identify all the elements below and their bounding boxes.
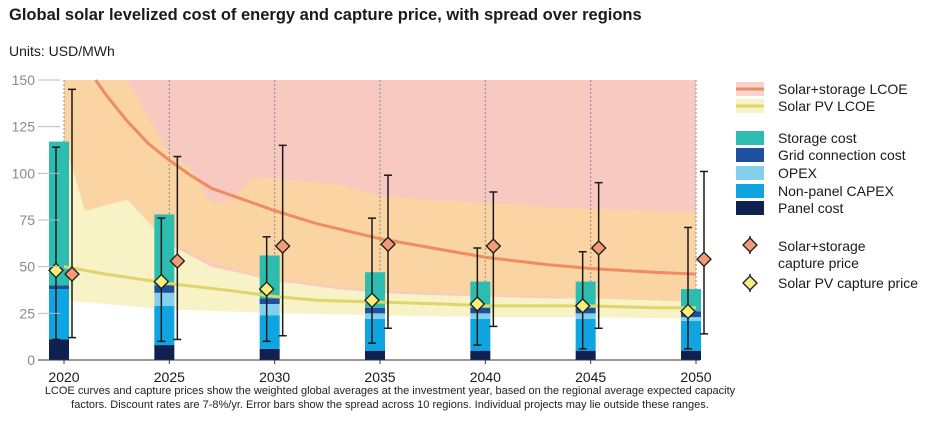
storage-capture-point-2020 xyxy=(64,266,80,283)
x-tick-label-2040: 2040 xyxy=(470,369,501,385)
pv-capture-error-bar-2020 xyxy=(52,146,60,341)
bar-opex-2025 xyxy=(154,292,175,306)
storage-capture-point-2035 xyxy=(380,236,396,253)
bar-opex-2040 xyxy=(470,313,491,319)
storage-capture-error-bar-2025 xyxy=(173,155,182,341)
legend-label-storage-capture-line1: Solar+storage xyxy=(778,238,866,254)
pv-capture-error-bar-2050 xyxy=(684,226,692,350)
bar-opex-2050 xyxy=(681,317,701,321)
bar-non-panel-capex-2050 xyxy=(681,320,701,351)
bar-opex-2035 xyxy=(365,313,385,319)
storage-capture-point-2030 xyxy=(274,238,291,255)
storage-capture-point-2045 xyxy=(590,240,607,256)
pv-capture-point-2050 xyxy=(680,303,696,320)
legend-swatch-non-panel-capex xyxy=(736,184,764,198)
bar-grid-connection-cost-2040 xyxy=(470,307,491,314)
pv-lcoe-line xyxy=(63,265,696,310)
legend-swatch-panel-cost xyxy=(736,201,764,215)
pv-capture-point-2045 xyxy=(574,297,591,314)
legend-label-grid-connection-cost: Grid connection cost xyxy=(778,147,906,163)
pv-capture-error-bar-2035 xyxy=(368,217,376,344)
stacked-bars xyxy=(49,141,701,360)
legend-label-storage-cost: Storage cost xyxy=(778,130,857,146)
bar-panel-cost-2035 xyxy=(365,350,385,360)
y-tick-label-75: 75 xyxy=(19,212,35,228)
bar-non-panel-capex-2040 xyxy=(470,318,491,351)
x-tick-label-2050: 2050 xyxy=(680,369,711,385)
pv-capture-point-2040 xyxy=(469,296,486,312)
legend-label-non-panel-capex: Non-panel CAPEX xyxy=(778,183,895,199)
bar-non-panel-capex-2045 xyxy=(575,318,596,351)
storage-capture-point-2040 xyxy=(485,238,502,255)
lcoe-lines xyxy=(63,79,697,310)
bar-non-panel-capex-2030 xyxy=(259,315,280,349)
bar-panel-cost-2045 xyxy=(575,350,596,360)
x-tick-label-2025: 2025 xyxy=(154,369,185,385)
axes: 0 25 50 75 100 125 150 2020 2025 2030 2035 2040 2045… xyxy=(12,72,712,385)
storage-lcoe-line xyxy=(94,79,697,276)
capture-price-markers xyxy=(48,236,712,320)
legend-swatch-opex xyxy=(736,166,764,180)
x-tick-label-2020: 2020 xyxy=(48,369,79,385)
y-tick-label-125: 125 xyxy=(12,119,36,135)
lcoe-spread-bands xyxy=(64,80,696,319)
units-label: Units: USD/MWh xyxy=(9,43,115,59)
storage-lcoe-inner-band xyxy=(64,80,696,303)
legend-label-storage-capture: Solar+storage capture price xyxy=(778,238,866,271)
legend-label-pv-capture: Solar PV capture price xyxy=(778,275,918,291)
legend-label-opex: OPEX xyxy=(778,165,818,181)
storage-capture-point-2025 xyxy=(169,253,186,269)
bar-non-panel-capex-2025 xyxy=(154,305,175,346)
legend-pv-capture-diamond-icon xyxy=(742,275,758,291)
x-tick-label-2045: 2045 xyxy=(575,369,606,385)
legend-storage-capture-diamond-icon xyxy=(742,237,758,253)
y-tick-label-50: 50 xyxy=(19,259,35,275)
bar-panel-cost-2020 xyxy=(49,339,69,360)
storage-capture-point-2050 xyxy=(696,251,712,268)
y-tick-label-0: 0 xyxy=(27,352,35,368)
bar-grid-connection-cost-2030 xyxy=(259,298,280,304)
legend-swatch-grid-connection-cost xyxy=(736,148,764,162)
x-tick-label-2030: 2030 xyxy=(259,369,290,385)
legend-label-storage-lcoe: Solar+storage LCOE xyxy=(778,81,908,97)
pv-capture-point-2025 xyxy=(153,273,170,290)
bar-panel-cost-2025 xyxy=(154,345,175,360)
legend-label-pv-lcoe: Solar PV LCOE xyxy=(778,98,875,114)
legend-label-storage-capture-line2: capture price xyxy=(778,255,859,271)
y-tick-label-25: 25 xyxy=(19,305,35,321)
legend-label-panel-cost: Panel cost xyxy=(778,200,843,216)
bar-grid-connection-cost-2020 xyxy=(49,285,69,290)
bar-panel-cost-2040 xyxy=(470,350,491,360)
bar-panel-cost-2050 xyxy=(681,350,701,360)
legend-swatch-storage-cost xyxy=(736,131,764,145)
storage-capture-error-bar-2020 xyxy=(68,88,76,339)
bar-grid-connection-cost-2035 xyxy=(365,307,385,314)
bar-grid-connection-cost-2025 xyxy=(154,285,175,293)
bar-opex-2030 xyxy=(259,304,280,316)
bar-panel-cost-2030 xyxy=(259,348,280,360)
pv-capture-point-2030 xyxy=(258,281,275,297)
bar-non-panel-capex-2020 xyxy=(49,289,69,340)
footnote: LCOE curves and capture prices show the … xyxy=(44,385,736,411)
bar-storage-cost-2020 xyxy=(49,141,69,286)
pv-capture-point-2035 xyxy=(364,292,380,309)
bar-storage-cost-2025 xyxy=(154,214,175,286)
y-tick-label-100: 100 xyxy=(12,165,36,181)
chart-title: Global solar levelized cost of energy an… xyxy=(9,6,642,24)
y-tick-label-150: 150 xyxy=(12,72,36,88)
bar-non-panel-capex-2035 xyxy=(365,318,385,351)
bar-opex-2045 xyxy=(575,313,596,319)
x-tick-label-2035: 2035 xyxy=(364,369,395,385)
storage-capture-error-bar-2040 xyxy=(489,191,498,328)
